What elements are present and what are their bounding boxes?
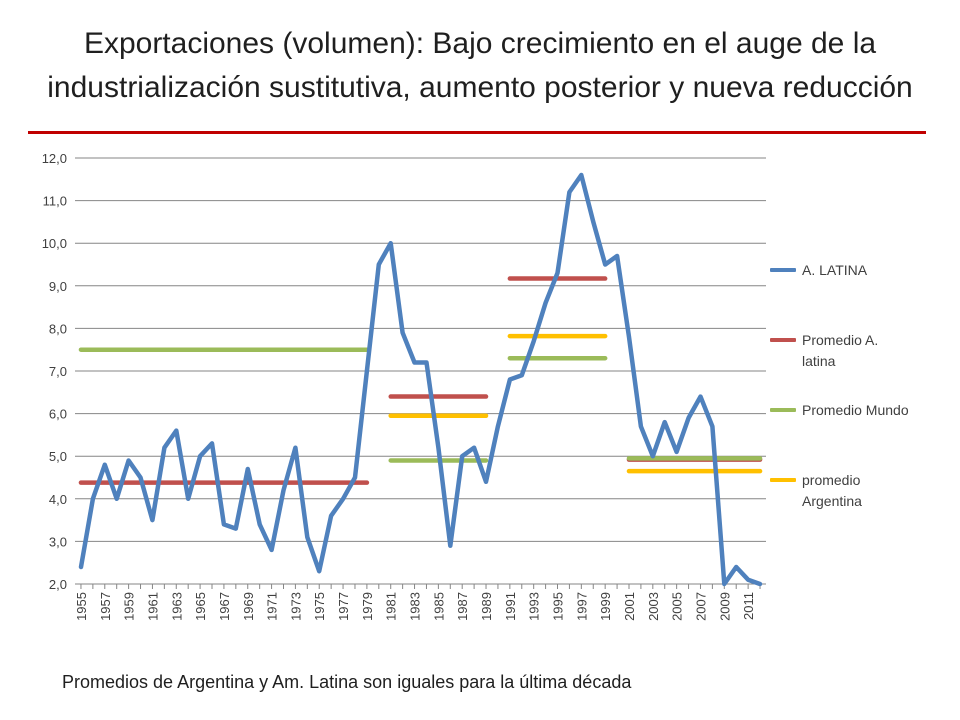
legend-item-promedio-argentina: promedio Argentina bbox=[770, 470, 940, 512]
y-tick-label: 2,0 bbox=[49, 577, 67, 592]
x-tick-label: 1979 bbox=[360, 592, 375, 621]
slide-footnote: Promedios de Argentina y Am. Latina son … bbox=[62, 672, 632, 692]
y-tick-label: 12,0 bbox=[42, 151, 67, 166]
x-tick-label: 1985 bbox=[431, 592, 446, 621]
x-tick-label: 2001 bbox=[622, 592, 637, 621]
y-tick-label: 7,0 bbox=[49, 364, 67, 379]
x-tick-label: 1977 bbox=[336, 592, 351, 621]
x-tick-label: 1995 bbox=[551, 592, 566, 621]
x-tick-label: 1955 bbox=[74, 592, 89, 621]
x-tick-label: 2003 bbox=[646, 592, 661, 621]
x-tick-label: 1963 bbox=[169, 592, 184, 621]
chart-average-lines bbox=[78, 276, 763, 485]
x-tick-label: 1987 bbox=[455, 592, 470, 621]
x-tick-label: 1973 bbox=[288, 592, 303, 621]
slide-title-line-1: Exportaciones (volumen): Bajo crecimient… bbox=[83, 27, 877, 60]
y-tick-label: 10,0 bbox=[42, 236, 67, 251]
y-tick-label: 6,0 bbox=[49, 407, 67, 422]
legend-item-latina: A. LATINA bbox=[770, 260, 940, 281]
x-tick-label: 1981 bbox=[384, 592, 399, 621]
legend-label: Promedio A. latina bbox=[802, 332, 879, 369]
y-tick-label: 11,0 bbox=[43, 194, 67, 209]
x-tick-label: 1957 bbox=[98, 592, 113, 621]
title-divider bbox=[28, 131, 926, 134]
x-tick-label: 2009 bbox=[717, 592, 732, 621]
x-tick-label: 2005 bbox=[670, 592, 685, 621]
legend-swatch-promedio-argentina bbox=[770, 478, 796, 482]
legend-swatch-promedio-mundo bbox=[770, 408, 796, 412]
chart-axes bbox=[75, 583, 766, 589]
x-tick-label: 1959 bbox=[122, 592, 137, 621]
slide-title: Exportaciones (volumen): Bajo crecimient… bbox=[0, 22, 960, 110]
x-tick-label: 1991 bbox=[503, 592, 518, 621]
x-tick-label: 1965 bbox=[193, 592, 208, 621]
y-tick-label: 3,0 bbox=[49, 534, 67, 549]
x-tick-label: 2007 bbox=[693, 592, 708, 621]
legend-swatch-promedio-latina bbox=[770, 338, 796, 342]
y-tick-label: 4,0 bbox=[49, 492, 67, 507]
legend-item-promedio-latina: Promedio A. latina bbox=[770, 330, 940, 372]
chart-series bbox=[78, 172, 763, 587]
y-tick-label: 9,0 bbox=[49, 279, 67, 294]
x-tick-label: 1997 bbox=[574, 592, 589, 621]
x-tick-label: 1989 bbox=[479, 592, 494, 621]
x-tick-label: 1969 bbox=[241, 592, 256, 621]
x-tick-label: 1999 bbox=[598, 592, 613, 621]
legend-label: promedio Argentina bbox=[802, 472, 862, 509]
x-tick-label: 1961 bbox=[145, 592, 160, 621]
chart-gridlines bbox=[75, 157, 766, 585]
legend-swatch-latina bbox=[770, 268, 796, 272]
x-tick-label: 1993 bbox=[527, 592, 542, 621]
x-tick-label: 1967 bbox=[217, 592, 232, 621]
x-tick-label: 1975 bbox=[312, 592, 327, 621]
slide-title-line-2: industrialización sustitutiva, aumento p… bbox=[47, 71, 913, 104]
legend-label: Promedio Mundo bbox=[802, 402, 909, 418]
legend-item-promedio-mundo: Promedio Mundo bbox=[770, 400, 940, 421]
y-tick-label: 8,0 bbox=[49, 321, 67, 336]
x-tick-label: 1983 bbox=[408, 592, 423, 621]
legend-label: A. LATINA bbox=[802, 262, 868, 278]
chart-tick-labels: 2,0 3,0 4,0 5,0 6,0 7,0 8,0 9,0 10,0 11,0 12,0 1955… bbox=[42, 151, 756, 621]
y-tick-label: 5,0 bbox=[49, 449, 67, 464]
series-line-latina bbox=[78, 172, 763, 587]
x-tick-label: 1971 bbox=[265, 592, 280, 621]
x-tick-label: 2011 bbox=[741, 592, 756, 620]
